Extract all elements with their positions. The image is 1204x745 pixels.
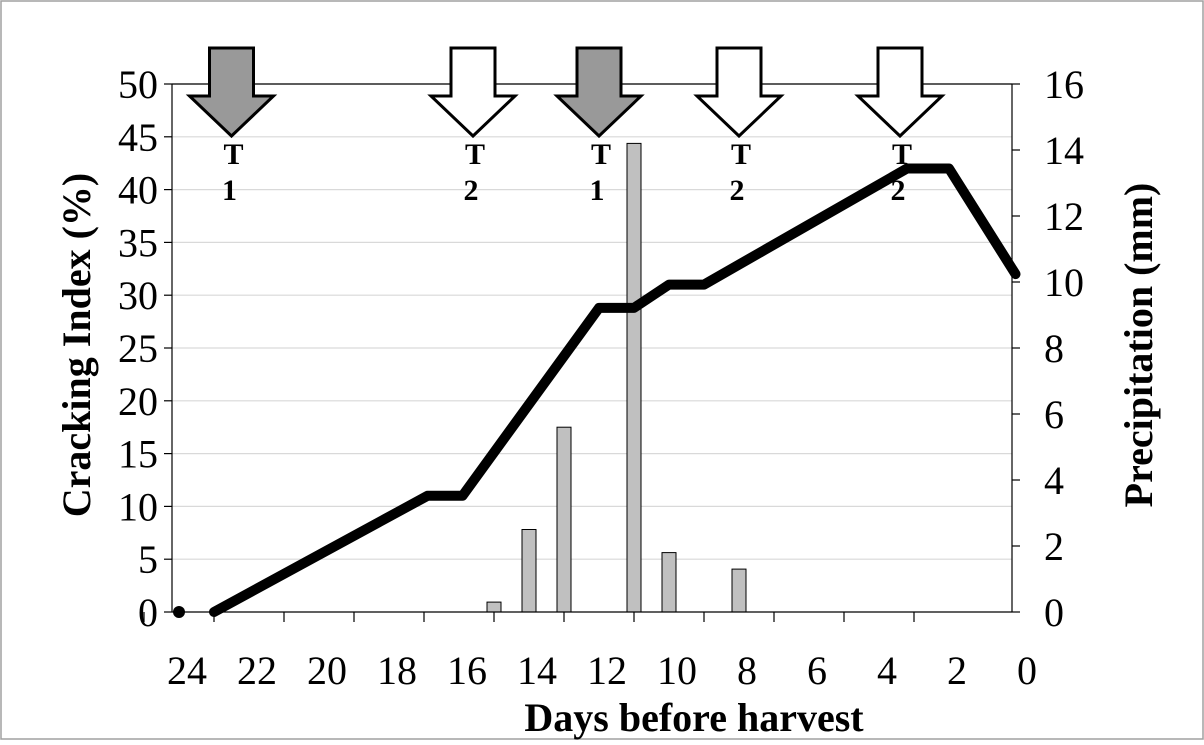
x-tick-label: 16 [447,648,487,693]
y-left-tick-label: 5 [138,537,158,582]
treatment-arrow-icon [693,46,785,139]
treatment-arrow-icon [553,46,645,139]
y-left-tick-label: 0 [138,590,158,635]
x-tick-label: 2 [947,648,967,693]
treatment-label-letter: T [731,138,751,171]
y-right-tick-label: 14 [1044,128,1084,173]
y-right-tick-label: 12 [1044,194,1084,239]
y-left-tick-label: 45 [118,115,158,160]
x-tick-label: 10 [657,648,697,693]
x-tick-label: 4 [877,648,897,693]
y-left-tick-label: 40 [118,168,158,213]
treatment-arrow-icon [427,46,519,139]
x-tick-label: 24 [167,648,207,693]
treatment-label-number: 2 [891,174,906,207]
y-left-tick-label: 15 [118,432,158,477]
y-right-tick-label: 16 [1044,62,1084,107]
treatment-label-number: 2 [730,174,745,207]
cracking-index-line [209,163,1021,617]
x-tick-label: 0 [1017,648,1037,693]
precipitation-bar [486,601,502,613]
treatment-label-number: 1 [590,174,605,207]
y-right-tick-label: 0 [1044,590,1064,635]
precipitation-bar [556,426,572,613]
precipitation-bar [731,568,747,613]
treatment-label-number: 2 [464,174,479,207]
x-tick-label: 14 [517,648,557,693]
y-left-tick-label: 25 [118,326,158,371]
y-right-tick-label: 10 [1044,260,1084,305]
x-tick-label: 18 [377,648,417,693]
treatment-label-letter: T [465,138,485,171]
y-right-tick-label: 4 [1044,458,1064,503]
cracking-index-series-line [209,163,1021,617]
y-left-tick-label: 20 [118,379,158,424]
precipitation-bar [521,529,537,613]
treatment-label-letter: T [223,138,243,171]
y-left-tick-label: 50 [118,62,158,107]
precipitation-bar [661,552,677,613]
y-axis-left-label: Cracking Index (%) [54,173,99,517]
x-tick-label: 20 [307,648,347,693]
y-right-tick-label: 2 [1044,524,1064,569]
treatment-arrow-icon [854,46,946,139]
x-tick-label: 6 [807,648,827,693]
treatment-label-number: 1 [222,174,237,207]
x-tick-label: 12 [587,648,627,693]
y-left-tick-label: 35 [118,220,158,265]
treatment-arrow-icon [185,46,278,139]
y-right-tick-label: 8 [1044,326,1064,371]
y-left-tick-label: 10 [118,484,158,529]
precipitation-bar [626,142,642,613]
x-tick-label: 8 [737,648,757,693]
y-axis-right-label: Precipitation (mm) [1116,183,1161,508]
treatment-label-letter: T [892,138,912,171]
y-right-tick-label: 6 [1044,392,1064,437]
x-tick-label: 22 [237,648,277,693]
x-axis-label: Days before harvest [524,695,864,740]
y-left-tick-label: 30 [118,273,158,318]
precipitation-bars [486,142,747,613]
treatment-label-letter: T [591,138,611,171]
